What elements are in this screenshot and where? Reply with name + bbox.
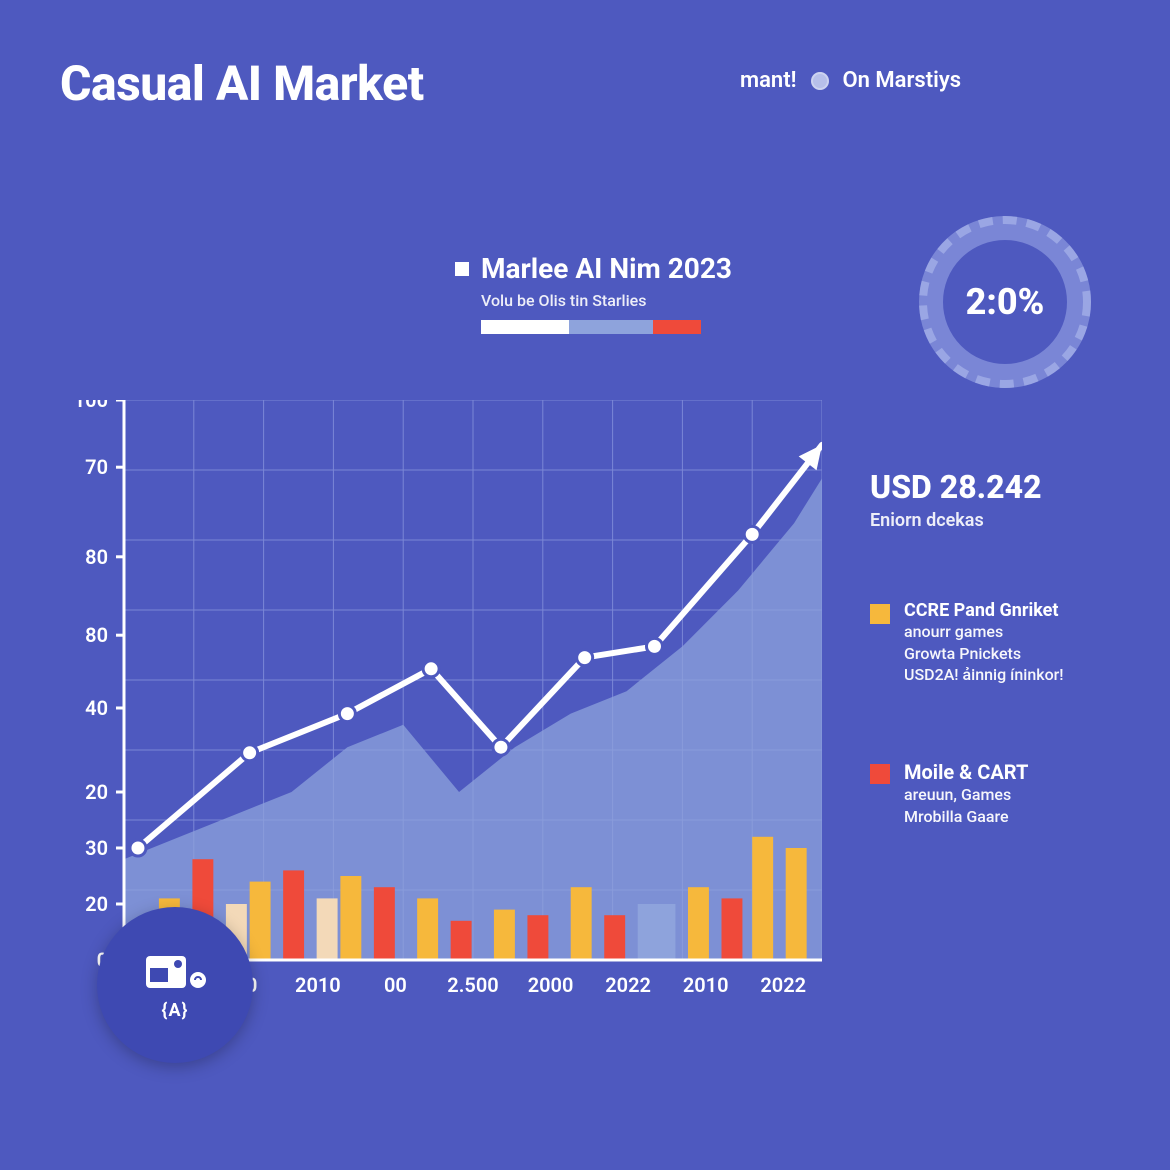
legend-title: Moile & CART <box>904 760 1028 784</box>
badge-label: {A} <box>162 1000 189 1021</box>
camera-icon <box>140 950 210 994</box>
svg-text:80: 80 <box>85 545 108 569</box>
svg-text:2022: 2022 <box>605 973 651 997</box>
subheader-title: Marlee AI Nim 2023 <box>481 252 732 285</box>
page-title: Casual AI Market <box>60 55 424 112</box>
header-left-text: mant! <box>740 68 797 93</box>
legend-item: Moile & CARTareuun, GamesMrobilla Gaare <box>870 760 1028 827</box>
headline-stat: USD 28.242 Eniorn dcekas <box>870 468 1042 531</box>
segmented-bar <box>481 320 701 334</box>
header-right: mant! On Marstiys <box>740 68 961 93</box>
stat-subtitle: Eniorn dcekas <box>870 510 1042 531</box>
header-right-text: On Marstiys <box>843 68 962 93</box>
legend-title: CCRE Pand Gnriket <box>904 600 1064 621</box>
stat-value: USD 28.242 <box>870 468 1042 506</box>
segmented-bar-part <box>481 320 569 334</box>
chart-subheader: Marlee AI Nim 2023 Volu be Olis tin Star… <box>455 252 732 334</box>
svg-text:100: 100 <box>74 400 108 412</box>
segmented-bar-part <box>653 320 701 334</box>
svg-text:40: 40 <box>85 696 108 720</box>
subheader-subtitle: Volu be Olis tin Starlies <box>481 291 732 310</box>
svg-text:30: 30 <box>85 836 108 860</box>
dot-icon <box>811 72 829 90</box>
segmented-bar-part <box>569 320 653 334</box>
gauge-value: 2:0% <box>919 216 1091 388</box>
legend-swatch <box>870 604 890 624</box>
svg-text:2010: 2010 <box>295 973 341 997</box>
corner-badge: {A} <box>97 907 253 1063</box>
svg-text:80: 80 <box>85 623 108 647</box>
square-bullet-icon <box>455 262 469 276</box>
svg-text:2022: 2022 <box>760 973 806 997</box>
legend-lines: anourr gamesGrowta PnicketsUSD2A! ảinnig… <box>904 621 1064 686</box>
legend-swatch <box>870 764 890 784</box>
legend-item: CCRE Pand Gnriketanourr gamesGrowta Pnic… <box>870 600 1064 686</box>
svg-text:2.500: 2.500 <box>447 973 498 997</box>
svg-text:20: 20 <box>85 780 108 804</box>
svg-text:2000: 2000 <box>528 973 574 997</box>
legend-lines: areuun, GamesMrobilla Gaare <box>904 784 1028 827</box>
svg-text:20: 20 <box>85 892 108 916</box>
svg-text:00: 00 <box>384 973 407 997</box>
svg-text:2010: 2010 <box>683 973 729 997</box>
progress-gauge: 2:0% <box>919 216 1091 388</box>
svg-text:70: 70 <box>85 455 108 479</box>
